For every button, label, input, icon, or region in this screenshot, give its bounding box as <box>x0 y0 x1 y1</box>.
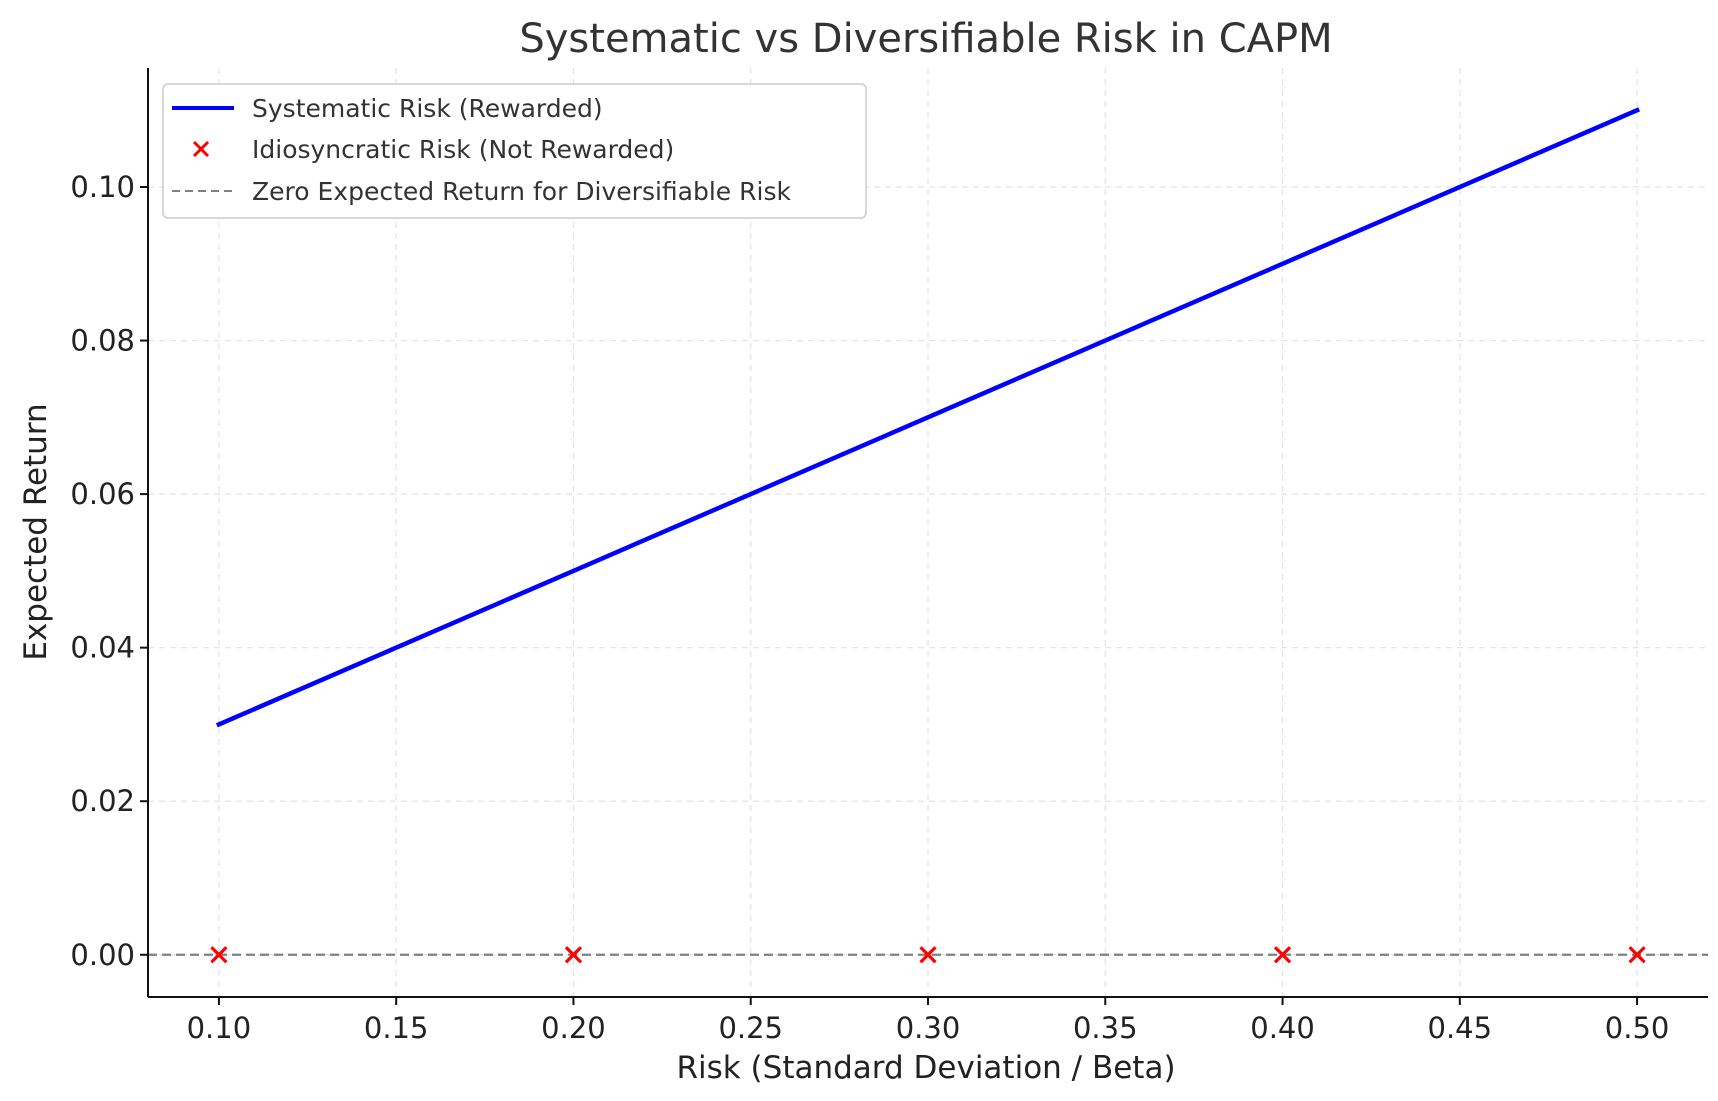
chart-title: Systematic vs Diversifiable Risk in CAPM <box>519 16 1332 62</box>
legend-label-idiosyncratic: Idiosyncratic Risk (Not Rewarded) <box>252 135 674 164</box>
idiosyncratic-risk-point <box>210 946 228 964</box>
y-axis-title: Expected Return <box>18 403 54 660</box>
grid <box>148 68 1708 997</box>
ticks: 0.10 0.15 0.20 0.25 0.30 0.35 0.40 0.45 0.50 0.00… <box>70 170 1669 1045</box>
y-tick-label: 0.00 <box>70 938 135 972</box>
idiosyncratic-risk-point <box>1628 946 1646 964</box>
idiosyncratic-risk-point <box>919 946 937 964</box>
x-tick-label: 0.50 <box>1605 1011 1670 1045</box>
x-tick-label: 0.45 <box>1428 1011 1493 1045</box>
x-tick-label: 0.15 <box>364 1011 429 1045</box>
y-tick-label: 0.06 <box>70 477 135 511</box>
x-axis-title: Risk (Standard Deviation / Beta) <box>676 1050 1175 1086</box>
idiosyncratic-risk-point <box>564 946 583 964</box>
plot-area <box>148 107 1708 964</box>
y-tick-label: 0.08 <box>70 324 135 358</box>
y-tick-label: 0.02 <box>70 784 135 818</box>
y-tick-label: 0.10 <box>70 170 135 204</box>
x-tick-label: 0.30 <box>896 1011 961 1045</box>
systematic-risk-line <box>215 107 1641 728</box>
x-tick-label: 0.25 <box>718 1011 783 1045</box>
legend-label-zero-return: Zero Expected Return for Diversifiable R… <box>252 177 791 206</box>
x-tick-label: 0.40 <box>1250 1011 1315 1045</box>
x-tick-label: 0.10 <box>187 1011 252 1045</box>
y-tick-label: 0.04 <box>70 631 135 665</box>
x-tick-label: 0.20 <box>541 1011 606 1045</box>
legend-label-systematic: Systematic Risk (Rewarded) <box>252 94 603 123</box>
x-tick-label: 0.35 <box>1073 1011 1138 1045</box>
legend: Systematic Risk (Rewarded) Idiosyncratic… <box>162 83 867 219</box>
legend-x-marker-swatch <box>192 140 210 158</box>
legend-box <box>162 83 867 219</box>
idiosyncratic-risk-point <box>1273 946 1292 964</box>
